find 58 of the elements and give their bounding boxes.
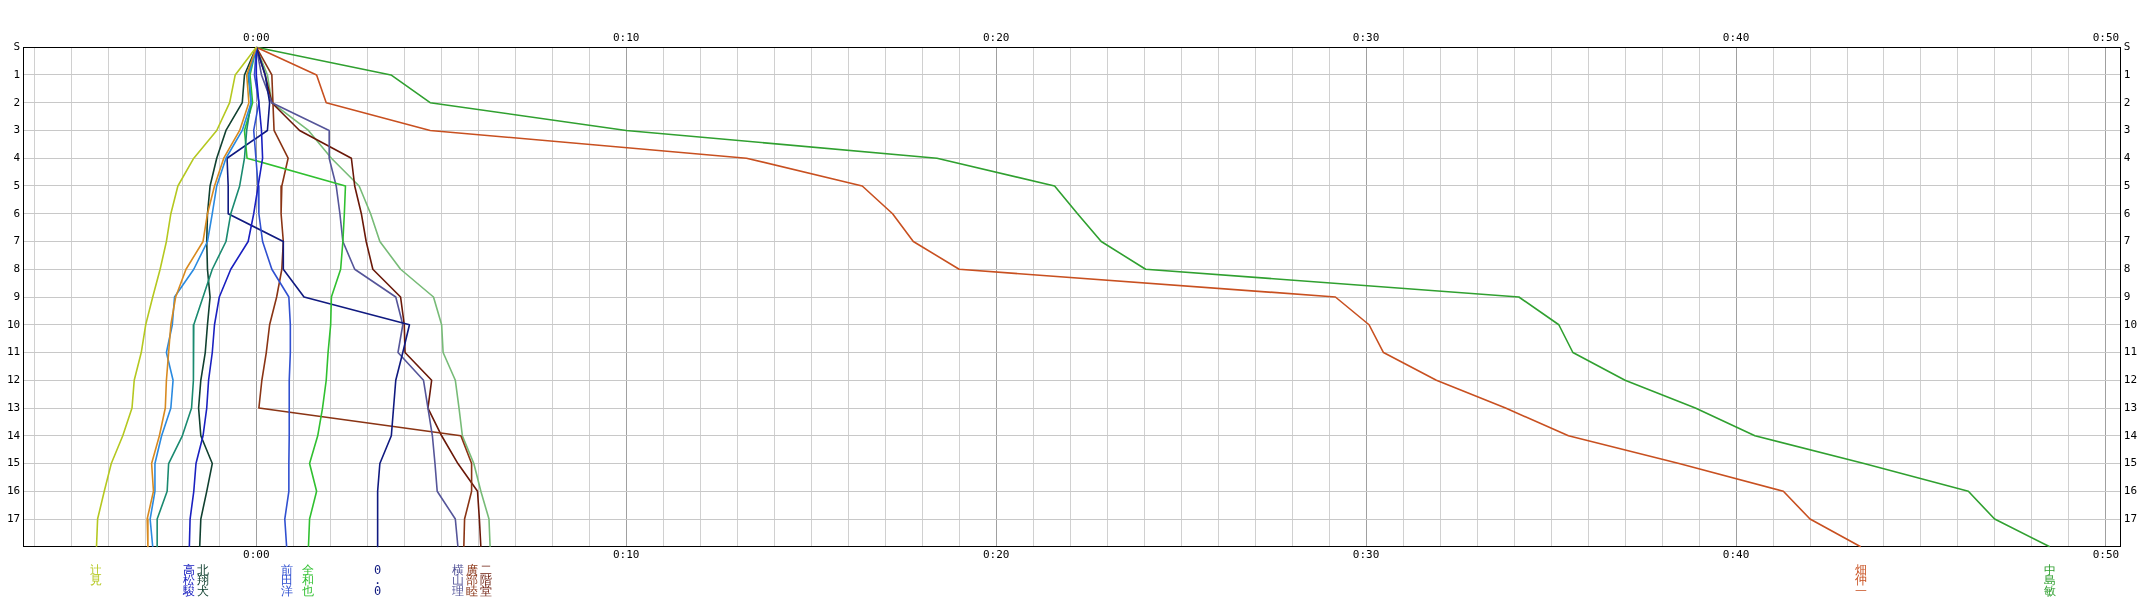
- x2-tick-label: 0:20: [982, 31, 1010, 45]
- x-tick-label: 0:10: [612, 548, 640, 562]
- category-label: 8: [13, 262, 21, 276]
- y-tick-label: 17: [2123, 511, 2137, 525]
- category-label: 9: [13, 289, 21, 303]
- y-tick-label: 9: [2123, 289, 2131, 303]
- y-tick-label: 1: [2123, 67, 2131, 81]
- series-label: 高松駿: [182, 562, 196, 598]
- y-tick-label: 6: [2123, 206, 2131, 220]
- x2-tick-label: 0:40: [1722, 31, 1750, 45]
- y-tick-label: S: [2123, 40, 2131, 54]
- x-tick-label: 0:30: [1352, 548, 1380, 562]
- category-label: 15: [7, 456, 21, 470]
- x-tick-label: 0:50: [2092, 548, 2120, 562]
- y-tick-label: 11: [2123, 345, 2137, 359]
- y-tick-label: 8: [2123, 262, 2131, 276]
- x2-tick-label: 0:00: [243, 31, 270, 45]
- series-label: 北翔犬: [197, 562, 210, 598]
- x2-tick-label: 0:10: [612, 31, 640, 45]
- x2-tick-label: 0:30: [1352, 31, 1380, 45]
- x-tick-label: 0:40: [1722, 548, 1750, 562]
- category-label: 16: [7, 484, 21, 498]
- x-tick-label: 0:00: [243, 548, 270, 562]
- category-label: 5: [13, 178, 21, 192]
- category-label: 6: [13, 206, 21, 220]
- series-label: 中島敏: [2043, 562, 2056, 598]
- y-tick-label: 3: [2123, 123, 2131, 137]
- series-label: 畑仲一: [1854, 562, 1867, 598]
- series-label: 前田洋: [280, 562, 293, 598]
- category-label: 12: [13, 67, 21, 109]
- y-tick-label: 10: [2123, 317, 2137, 331]
- y-tick-label: 7: [2123, 234, 2131, 248]
- y-tick-label: 2: [2123, 95, 2131, 109]
- category-label: S: [13, 40, 21, 54]
- y-tick-label: 16: [2123, 484, 2137, 498]
- series-label: 廣部睦: [465, 562, 478, 598]
- category-label: 17: [7, 511, 21, 525]
- series-label: 0.0: [374, 562, 382, 598]
- category-label: 14: [7, 428, 21, 442]
- category-label: 7: [13, 234, 21, 248]
- y-tick-label: 5: [2123, 178, 2131, 192]
- category-label: 12: [7, 373, 21, 387]
- series-label: 二階堂: [479, 562, 492, 598]
- series-label: 横山理: [451, 562, 464, 598]
- y-tick-label: 14: [2123, 428, 2138, 442]
- category-label: 4: [13, 151, 21, 165]
- y-tick-label: 15: [2123, 456, 2137, 470]
- category-label: 13: [7, 400, 21, 414]
- x2-tick-label: 0:50: [2092, 31, 2120, 45]
- category-label: 10: [7, 317, 21, 331]
- x-tick-label: 0:20: [982, 548, 1010, 562]
- category-label: 3: [13, 123, 21, 137]
- y-tick-label: 12: [2123, 373, 2137, 387]
- category-label: 11: [7, 345, 21, 359]
- y-tick-label: 13: [2123, 400, 2137, 414]
- series-label: 辻見: [90, 562, 103, 588]
- series-label: 全和也: [302, 562, 315, 598]
- y-tick-label: 4: [2123, 151, 2131, 165]
